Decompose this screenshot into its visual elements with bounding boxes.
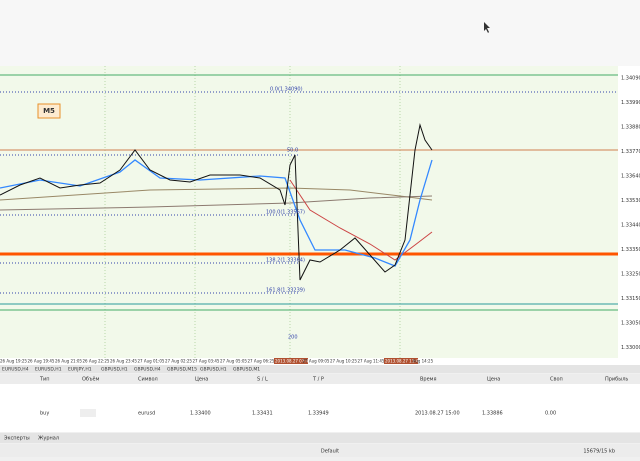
- table-body: [0, 384, 640, 432]
- time-label: 2013.08.27 13:45: [385, 359, 421, 364]
- chart-tab[interactable]: EURJPY,H1: [68, 367, 92, 373]
- chart-tab[interactable]: GBPUSD,M1: [233, 367, 260, 373]
- price-label: 1.33250: [621, 272, 640, 278]
- table-header: [0, 374, 640, 384]
- column-header: Объём: [82, 377, 100, 383]
- ma-line: [289, 179, 433, 261]
- time-label: 26 Aug 23:45: [110, 359, 137, 364]
- time-label: 27 Aug 05:05: [220, 359, 247, 364]
- chart-tab[interactable]: EURUSD,H4: [2, 367, 29, 373]
- chart-tab[interactable]: GBPUSD,M15: [167, 367, 197, 373]
- chart-tab[interactable]: GBPUSD,H1: [101, 367, 128, 373]
- cell: buy: [40, 411, 49, 417]
- fib-label: 200: [288, 335, 298, 341]
- time-label: 26 Aug 19:25: [0, 359, 27, 364]
- chart-tab[interactable]: GBPUSD,H4: [134, 367, 161, 373]
- time-highlight: [384, 358, 418, 364]
- time-label: 26 Aug 19:45: [28, 359, 55, 364]
- cell: 1.33949: [308, 411, 329, 417]
- price-label: 1.33000: [621, 345, 640, 351]
- tab-bar: [0, 365, 640, 373]
- time-label: 26 Aug 21:05: [55, 359, 82, 364]
- chart-area[interactable]: [0, 66, 618, 358]
- time-label: 27 Aug 10:25: [330, 359, 357, 364]
- price-label: 1.33440: [621, 223, 640, 229]
- time-label: 27 Aug 06:25: [248, 359, 275, 364]
- bottom-tab[interactable]: Журнал: [38, 436, 59, 442]
- blank-cell: [80, 409, 96, 417]
- price-label: 1.33050: [621, 321, 640, 327]
- time-highlight: [274, 358, 308, 364]
- time-label: 27 Aug 01:05: [138, 359, 165, 364]
- ma-line: [0, 159, 433, 267]
- fib-label: 161.8(1.33239): [266, 288, 305, 294]
- fib-label: 0.0(1.34090): [270, 87, 303, 93]
- column-header: Своп: [550, 377, 563, 383]
- badge-text: M5: [43, 107, 55, 115]
- status-traffic: 15679/15 kb: [583, 449, 615, 455]
- fib-label: 50.0: [287, 148, 298, 154]
- fib-lines: [0, 91, 618, 294]
- status-bar: [0, 444, 640, 457]
- chart-tab[interactable]: GBPUSD,H1: [200, 367, 227, 373]
- column-header: Цена: [195, 377, 208, 383]
- time-label: 27 Aug 09:05: [303, 359, 330, 364]
- bottom-tab[interactable]: Эксперты: [4, 436, 30, 442]
- timeframe-badge: [37, 103, 61, 119]
- column-header: T / P: [312, 377, 324, 383]
- price-line: [0, 123, 433, 281]
- time-label: 26 Aug 22:25: [83, 359, 110, 364]
- toolbar-area: [0, 0, 640, 66]
- time-label: 27 Aug 03:45: [193, 359, 220, 364]
- price-label: 1.34090: [621, 76, 640, 82]
- price-label: 1.33770: [621, 149, 640, 155]
- price-label: 1.33880: [621, 125, 640, 131]
- cell: 2013.08.27 15:00: [415, 411, 460, 417]
- cell: 0.00: [545, 411, 556, 417]
- price-axis: [618, 66, 640, 358]
- price-label: 1.33530: [621, 198, 640, 204]
- chart-tab[interactable]: EURUSD,H1: [35, 367, 62, 373]
- price-label: 1.33350: [621, 247, 640, 253]
- price-label: 1.33150: [621, 296, 640, 302]
- cell: eurusd: [138, 411, 155, 417]
- cursor: [484, 22, 490, 33]
- cell: 1.33886: [482, 411, 503, 417]
- fib-label: 100.0(1.33567): [266, 210, 305, 216]
- time-label: 27 Aug 11:45: [358, 359, 385, 364]
- cell: 1.33431: [252, 411, 273, 417]
- time-label: 2013.08.27 07:45: [275, 359, 311, 364]
- price-label: 1.33640: [621, 174, 640, 180]
- status-profile: Default: [321, 449, 339, 455]
- ma-line: [0, 195, 433, 211]
- time-axis: [0, 358, 640, 365]
- time-label: Aug 14:25: [413, 359, 434, 364]
- time-label: 27 Aug 02:25: [165, 359, 192, 364]
- column-header: Цена: [487, 377, 500, 383]
- bottom-tabs: [0, 433, 640, 443]
- price-label: 1.33990: [621, 100, 640, 106]
- fib-label: 138.2(1.33364): [266, 258, 305, 264]
- column-header: Время: [420, 377, 436, 383]
- column-header: Тип: [39, 377, 50, 383]
- column-header: Прибыль: [605, 377, 628, 383]
- cell: 1.33400: [190, 411, 211, 417]
- column-header: Символ: [138, 377, 158, 383]
- grid: [104, 66, 401, 358]
- column-header: S / L: [257, 377, 268, 383]
